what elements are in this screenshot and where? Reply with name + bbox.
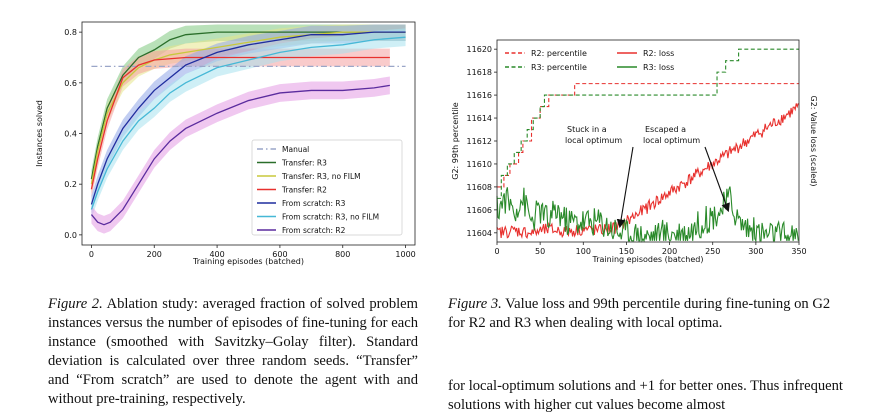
y-axis-label: Instances solved: [35, 100, 44, 167]
y-axis-label-right: G2: Value loss (scaled): [809, 96, 818, 187]
figure-3-svg: 0 50 100 150 200 250 300 350 11604 11606 11608 1161…: [451, 39, 818, 264]
x-axis-label: Training episodes (batched): [592, 255, 704, 264]
y-tick-label: 0.8: [64, 28, 77, 37]
y-axis-label-left: G2: 99th percentile: [451, 102, 460, 180]
x-tick-label: 200: [662, 247, 677, 256]
x-tick-label: 0: [89, 250, 94, 259]
x-tick-label: 150: [619, 247, 634, 256]
annotation-escaped-line-2: local optimum: [643, 136, 700, 145]
legend-box: [251, 139, 403, 236]
figure-3-label: Figure 3.: [448, 296, 502, 312]
figure-3-chart: 0 50 100 150 200 250 300 350 11604 11606 11608 1161…: [447, 0, 832, 275]
y-tick-label: 11618: [467, 68, 492, 77]
series-r3-loss: [496, 186, 799, 243]
x-tick-label: 100: [576, 247, 591, 256]
figure-2-svg: 0 200 400 600 800 1000 0.0 0.2 0.4 0.6 0.8 Training…: [35, 21, 416, 266]
y-tick-label: 0.0: [64, 231, 77, 240]
legend-label-r3-percentile: R3: percentile: [531, 63, 587, 72]
series-r2-loss: [496, 103, 799, 240]
y-tick-label: 11612: [467, 137, 492, 146]
series-transfer-r3-no-film: [90, 31, 406, 185]
x-tick-label: 50: [535, 247, 545, 256]
legend-label-r3-loss: R3: loss: [643, 63, 674, 72]
legend-label-from-scratch-r2: From scratch: R2: [282, 226, 346, 235]
figure-2-caption-text: Ablation study: averaged fraction of sol…: [48, 296, 418, 407]
legend-label-from-scratch-r3-no-film: From scratch: R3, no FILM: [282, 213, 379, 222]
x-tick-label: 400: [209, 250, 224, 259]
figure-3-caption: Figure 3. Value loss and 99th percentile…: [448, 295, 843, 333]
figure-2-chart: 0 200 400 600 800 1000 0.0 0.2 0.4 0.6 0.8 Training…: [30, 0, 420, 275]
x-tick-label: 300: [748, 247, 763, 256]
annotation-stuck-line-1: Stuck in a: [567, 125, 607, 134]
annotation-stuck-arrow: [616, 146, 634, 229]
legend-label-transfer-r3: Transfer: R3: [281, 159, 327, 168]
y-tick-label: 0.2: [64, 180, 77, 189]
x-tick-label: 0: [494, 247, 499, 256]
y-tick-label: 11606: [467, 206, 492, 215]
annotation-stuck-line-2: local optimum: [565, 136, 622, 145]
x-tick-label: 600: [272, 250, 287, 259]
annotation-escaped-line-1: Escaped a: [645, 125, 686, 134]
y-tick-label: 0.6: [64, 79, 77, 88]
legend-label-r2-percentile: R2: percentile: [531, 49, 587, 58]
y-tick-label: 0.4: [64, 130, 77, 139]
series-transfer-r2: [90, 56, 390, 190]
series-from-scratch-r3: [90, 31, 406, 205]
annotation-escaped-arrow: [704, 146, 730, 213]
x-tick-label: 250: [705, 247, 720, 256]
series-r3-percentile: [497, 48, 799, 199]
series-from-scratch-r2: [90, 84, 390, 226]
x-tick-label: 800: [335, 250, 350, 259]
band-from-scratch-r3-no-film: [91, 28, 406, 219]
series-r2-percentile: [497, 83, 799, 188]
series-transfer-r3: [90, 31, 406, 180]
y-tick-label: 11610: [467, 160, 492, 169]
y-tick-label: 11614: [467, 114, 492, 123]
x-tick-label: 350: [791, 247, 806, 256]
legend-label-transfer-r3-no-film: Transfer: R3, no FILM: [281, 172, 361, 181]
y-tick-label: 11616: [467, 91, 492, 100]
band-transfer-r2: [91, 48, 390, 199]
legend-label-from-scratch-r3: From scratch: R3: [282, 199, 346, 208]
x-tick-label: 1000: [395, 250, 415, 259]
figure-2-caption: Figure 2. Ablation study: averaged fract…: [48, 295, 418, 409]
band-from-scratch-r2: [91, 76, 390, 234]
legend-label-transfer-r2: Transfer: R2: [281, 186, 327, 195]
y-tick-label: 11604: [467, 229, 492, 238]
x-tick-label: 200: [147, 250, 162, 259]
body-text: for local-optimum solutions and +1 for b…: [448, 378, 843, 413]
figure-2-label: Figure 2.: [48, 296, 103, 312]
band-from-scratch-r3: [91, 24, 406, 214]
y-tick-label: 11608: [467, 183, 492, 192]
y-tick-label: 11620: [467, 45, 492, 54]
x-axis-label: Training episodes (batched): [192, 257, 304, 266]
series-from-scratch-r3-no-film: [90, 36, 406, 210]
figure-3-caption-text: Value loss and 99th percentile during fi…: [448, 296, 831, 331]
legend-label-manual: Manual: [282, 145, 309, 154]
legend-label-r2-loss: R2: loss: [643, 49, 674, 58]
